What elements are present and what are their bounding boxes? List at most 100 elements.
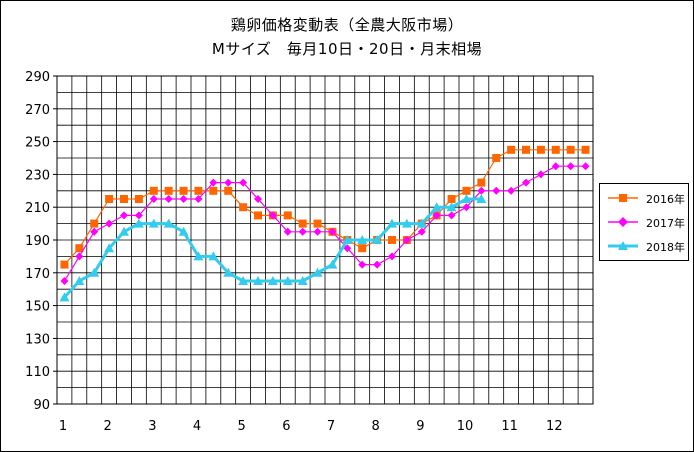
- x-axis: 1 2 3 4 5 6 7 8 9 10 11 12: [59, 419, 563, 434]
- data-point: [551, 162, 560, 171]
- data-point: [283, 227, 292, 236]
- data-point: [476, 194, 487, 203]
- data-point: [90, 227, 99, 236]
- y-tick-label: 290: [25, 70, 50, 85]
- data-point: [133, 218, 144, 228]
- data-point: [387, 218, 397, 228]
- y-axis: 90 110 130 150 170 190 210 230 250 270 290: [25, 70, 57, 413]
- data-point: [239, 203, 248, 212]
- x-tick-label: 11: [501, 419, 518, 434]
- y-tick-label: 170: [25, 267, 50, 282]
- data-point: [507, 145, 516, 154]
- y-tick-label: 110: [25, 365, 50, 380]
- x-tick-label: 9: [416, 419, 424, 434]
- data-point: [462, 203, 471, 212]
- data-point: [178, 226, 189, 236]
- data-point: [179, 195, 188, 203]
- data-point: [416, 218, 427, 228]
- data-point: [431, 202, 442, 212]
- series-2018: [59, 194, 487, 302]
- series-2017: [60, 162, 590, 285]
- data-point: [358, 244, 367, 253]
- data-point: [388, 252, 396, 261]
- data-point: [401, 218, 412, 228]
- data-point: [134, 195, 143, 203]
- legend-label-2016: 2016年: [646, 193, 685, 206]
- data-point: [477, 186, 486, 195]
- x-tick-label: 1: [59, 419, 67, 434]
- data-point: [193, 251, 204, 261]
- data-point: [224, 178, 233, 187]
- legend-item-2017: 2017年: [606, 215, 686, 230]
- y-tick-label: 230: [25, 168, 50, 183]
- data-point: [566, 145, 575, 154]
- data-point: [327, 259, 338, 269]
- data-point: [134, 211, 143, 220]
- data-point: [254, 195, 262, 203]
- data-point: [209, 178, 218, 187]
- data-point: [238, 276, 249, 285]
- data-point: [312, 267, 323, 277]
- data-point: [90, 219, 99, 228]
- data-point: [522, 178, 530, 187]
- data-point: [208, 251, 219, 261]
- data-point: [461, 194, 472, 203]
- data-point: [297, 276, 308, 285]
- chart-title: 鶏卵価格変動表（全農大阪市場）: [230, 16, 464, 34]
- data-point: [105, 219, 114, 228]
- data-point: [536, 145, 545, 154]
- y-tick-label: 90: [33, 398, 50, 413]
- data-point: [447, 211, 456, 220]
- y-tick-label: 190: [25, 234, 50, 249]
- data-point: [224, 186, 233, 195]
- data-point: [164, 195, 173, 203]
- data-point: [328, 227, 337, 236]
- x-tick-label: 10: [457, 419, 474, 434]
- data-point: [432, 211, 441, 220]
- data-point: [446, 202, 457, 212]
- legend: 2016年 2017年 2018年: [599, 183, 689, 261]
- data-point: [253, 276, 263, 285]
- data-point: [267, 276, 278, 285]
- data-point: [462, 186, 471, 195]
- data-point: [194, 186, 203, 195]
- data-point: [342, 235, 353, 244]
- data-point: [551, 145, 560, 154]
- data-point: [417, 227, 426, 236]
- legend-label-2018: 2018年: [646, 241, 685, 254]
- data-point: [313, 219, 322, 228]
- x-tick-label: 5: [238, 419, 246, 434]
- data-point: [447, 195, 456, 203]
- data-point: [313, 227, 322, 236]
- data-point: [75, 244, 84, 253]
- data-point: [298, 227, 307, 236]
- data-point: [298, 219, 307, 228]
- data-point: [60, 260, 69, 269]
- data-point: [119, 226, 129, 236]
- data-point: [402, 236, 411, 244]
- data-point: [357, 235, 368, 244]
- data-point: [492, 186, 501, 195]
- data-point: [522, 145, 530, 154]
- x-tick-label: 12: [546, 419, 563, 434]
- data-point: [536, 170, 545, 179]
- legend-item-2018: 2018年: [606, 239, 686, 254]
- data-point: [105, 195, 114, 203]
- chart-subtitle: Mサイズ 毎月10日・20日・月末相場: [211, 40, 483, 58]
- legend-triangle-marker: [618, 241, 628, 250]
- y-tick-label: 270: [25, 103, 50, 118]
- x-tick-label: 2: [104, 419, 112, 434]
- x-tick-label: 7: [327, 419, 335, 434]
- data-point: [223, 267, 234, 277]
- data-point: [149, 186, 158, 195]
- y-tick-label: 130: [25, 332, 50, 347]
- legend-square-marker: [619, 194, 627, 202]
- data-point: [148, 218, 159, 228]
- data-point: [120, 195, 128, 203]
- data-point: [492, 154, 501, 162]
- data-point: [254, 211, 262, 220]
- data-point: [164, 186, 173, 195]
- data-point: [120, 211, 128, 220]
- data-point: [282, 276, 293, 285]
